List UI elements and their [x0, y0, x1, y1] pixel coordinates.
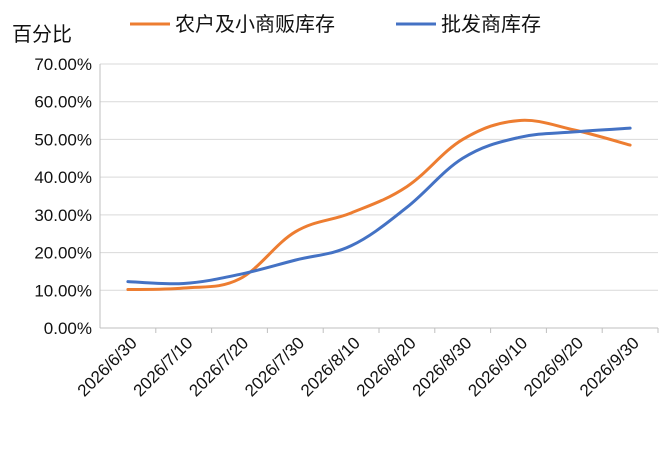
series-line-0	[126, 118, 632, 292]
legend-label-1: 批发商库存	[441, 13, 541, 36]
y-axis-ticks: 0.00% 10.00% 20.00% 30.00% 40.00% 50.00% 60.00…	[34, 55, 92, 338]
x-tick-label: 2026/8/20	[353, 333, 420, 400]
legend: 农户及小商贩库存 批发商库存	[130, 13, 541, 36]
x-tick-label: 2026/9/10	[464, 333, 531, 400]
x-tick-label: 2026/7/30	[241, 333, 308, 400]
x-tick-label: 2026/7/20	[185, 333, 252, 400]
series-line-1	[126, 126, 632, 286]
y-tick-label: 10.00%	[34, 281, 92, 300]
y-tick-label: 60.00%	[34, 93, 92, 112]
x-tick-label: 2026/8/10	[297, 333, 364, 400]
y-tick-label: 70.00%	[34, 55, 92, 74]
gridlines	[99, 63, 659, 333]
y-tick-label: 20.00%	[34, 244, 92, 263]
y-tick-label: 0.00%	[44, 319, 92, 338]
legend-label-0: 农户及小商贩库存	[175, 13, 335, 36]
x-tick-label: 2026/9/30	[576, 333, 643, 400]
x-tick-label: 2026/9/20	[520, 333, 587, 400]
x-axis-ticks: 2026/6/302026/7/102026/7/202026/7/302026…	[74, 333, 643, 400]
y-tick-label: 50.00%	[34, 130, 92, 149]
y-axis-label: 百分比	[12, 23, 72, 46]
y-tick-label: 30.00%	[34, 206, 92, 225]
x-tick-label: 2026/8/30	[409, 333, 476, 400]
x-tick-label: 2026/7/10	[130, 333, 197, 400]
series-lines	[126, 118, 632, 292]
y-tick-label: 40.00%	[34, 168, 92, 187]
x-tick-label: 2026/6/30	[74, 333, 141, 400]
